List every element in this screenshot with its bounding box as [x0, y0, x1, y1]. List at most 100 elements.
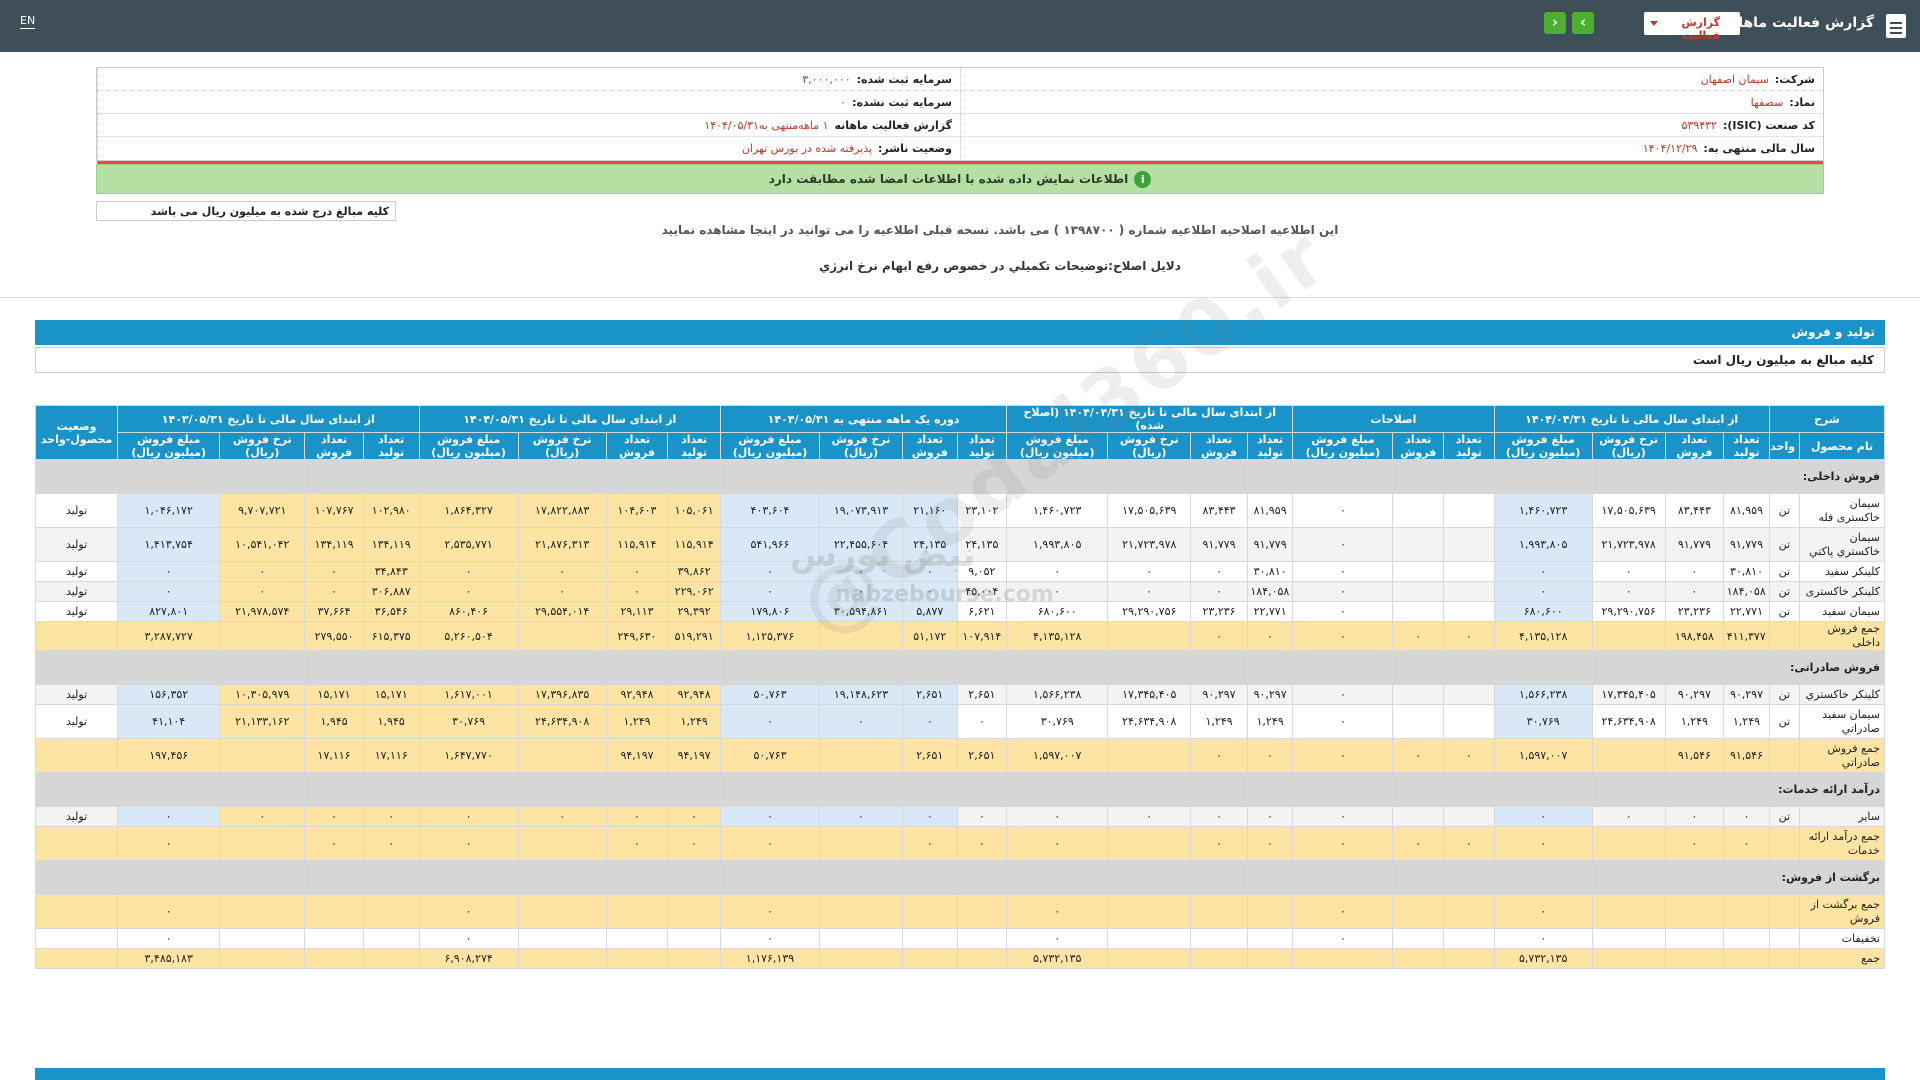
- value-cell: ۵,۲۶۰,۵۰۴: [418, 621, 519, 651]
- value-cell: ۰: [1292, 684, 1394, 705]
- value-cell: ۱۷,۵۰۵,۶۳۹: [1591, 493, 1666, 528]
- value-cell: [219, 948, 306, 969]
- value-cell: ۰: [117, 928, 221, 949]
- empty-cell: [1292, 860, 1394, 895]
- col-header: تعداد فروش: [901, 432, 958, 460]
- empty-cell: [605, 650, 669, 685]
- empty-cell: [901, 459, 958, 494]
- symbol-value[interactable]: سصفها: [1750, 95, 1784, 109]
- empty-cell: [1591, 459, 1666, 494]
- value-cell: ۴۱,۱۰۴: [117, 704, 221, 739]
- value-cell: ۰: [719, 561, 821, 582]
- value-cell: [819, 826, 903, 861]
- value-cell: ۱,۱۲۵,۳۷۶: [719, 621, 821, 651]
- value-cell: ۲۴۹,۶۳۰: [605, 621, 669, 651]
- value-cell: ۲۹,۵۵۴,۰۱۴: [517, 601, 607, 622]
- empty-cell: [1664, 860, 1725, 895]
- status-cell: تولید: [34, 704, 119, 739]
- status-cell: تولید: [34, 561, 119, 582]
- prev-arrow-icon[interactable]: ‹: [1544, 12, 1566, 34]
- category-row: فروش صادراتی:: [34, 650, 1886, 685]
- category-row: برگشت از فروش:: [34, 860, 1886, 895]
- value-cell: ۱,۲۴۹: [1664, 704, 1725, 739]
- category-label: درآمد ارائه خدمات:: [1768, 772, 1886, 807]
- value-cell: ۱,۸۶۴,۳۲۷: [418, 493, 519, 528]
- value-cell: ۵۰,۷۶۳: [719, 738, 821, 773]
- unit-cell: تن: [1768, 704, 1801, 739]
- value-cell: ۲۲۹,۰۶۲: [667, 581, 721, 602]
- col-header: مبلغ فروش (میلیون ریال): [719, 432, 821, 460]
- next-arrow-icon[interactable]: ›: [1572, 12, 1594, 34]
- empty-cell: [362, 459, 420, 494]
- value-cell: ۰: [117, 806, 221, 827]
- empty-cell: [517, 459, 607, 494]
- value-cell: ۲۲,۷۷۱: [1246, 601, 1294, 622]
- empty-cell: [1493, 459, 1593, 494]
- value-cell: [901, 948, 958, 969]
- empty-cell: [362, 860, 420, 895]
- product-name: جمع درآمد ارائه خدمات: [1799, 826, 1885, 861]
- value-cell: ۰: [219, 806, 306, 827]
- col-header: تعداد فروش: [605, 432, 669, 460]
- value-cell: [1107, 621, 1192, 651]
- empty-cell: [1443, 459, 1495, 494]
- col-header: تعداد تولید: [1723, 432, 1770, 460]
- value-cell: [1443, 894, 1495, 929]
- value-cell: ۰: [1664, 826, 1725, 861]
- empty-cell: [117, 772, 221, 807]
- value-cell: ۱۰۷,۷۶۷: [304, 493, 364, 528]
- value-cell: ۹۱,۷۷۹: [1246, 527, 1294, 562]
- value-cell: ۰: [1006, 561, 1109, 582]
- value-cell: ۱,۵۶۶,۲۳۸: [1006, 684, 1109, 705]
- value-cell: ۰: [1107, 806, 1192, 827]
- empty-cell: [34, 650, 119, 685]
- unit-cell: تن: [1768, 806, 1801, 827]
- table-row: سیمان سفید تن ۲۲,۷۷۱ ۲۳,۲۳۶ ۲۹,۲۹۰,۷۵۶ ۶۸۰,۶۰…: [34, 601, 1885, 622]
- language-toggle[interactable]: EN: [20, 14, 36, 29]
- empty-cell: [901, 772, 958, 807]
- status-cell: تولید: [34, 581, 119, 602]
- empty-cell: [1723, 459, 1770, 494]
- value-cell: ۰: [418, 561, 519, 582]
- value-cell: ۰: [1190, 581, 1248, 602]
- value-cell: ۶۸۰,۶۰۰: [1493, 601, 1593, 622]
- value-cell: ۲۲,۴۵۵,۶۰۴: [819, 527, 903, 562]
- empty-cell: [418, 459, 519, 494]
- value-cell: ۰: [517, 581, 607, 602]
- empty-cell: [362, 650, 420, 685]
- value-cell: [1443, 704, 1495, 739]
- empty-cell: [418, 772, 519, 807]
- value-cell: ۰: [1292, 826, 1394, 861]
- value-cell: ۰: [1292, 581, 1394, 602]
- empty-cell: [605, 459, 669, 494]
- report-type-label: گزارش فعالیت: [1681, 16, 1720, 42]
- empty-cell: [1006, 459, 1109, 494]
- value-cell: [1591, 621, 1666, 651]
- product-name: تخفیفات: [1799, 928, 1885, 949]
- empty-cell: [667, 772, 721, 807]
- table-row: سیمان خاکستری فله تن ۸۱,۹۵۹ ۸۳,۴۴۳ ۱۷,۵۰۵,۶۳…: [34, 493, 1885, 528]
- company-label: شرکت:: [1774, 72, 1815, 86]
- report-type-dropdown[interactable]: گزارش فعالیت: [1644, 12, 1740, 42]
- col-header: تعداد تولید: [1246, 432, 1294, 460]
- col-header: مبلغ فروش (میلیون ریال): [1292, 432, 1394, 460]
- value-cell: ۰: [901, 581, 958, 602]
- value-cell: ۲۴,۱۳۵: [956, 527, 1008, 562]
- value-cell: ۰: [605, 581, 669, 602]
- status-cell: تولید: [34, 684, 119, 705]
- value-cell: ۰: [719, 826, 821, 861]
- value-cell: [1190, 928, 1248, 949]
- empty-cell: [219, 772, 306, 807]
- col-header: مبلغ فروش (میلیون ریال): [418, 432, 519, 460]
- category-label: فروش داخلی:: [1768, 459, 1886, 494]
- col-header: تعداد فروش: [304, 432, 364, 460]
- value-cell: ۵۰,۷۶۳: [719, 684, 821, 705]
- value-cell: ۲۱,۸۷۶,۳۱۳: [517, 527, 607, 562]
- value-cell: [1664, 948, 1725, 969]
- value-cell: ۲۱,۷۲۳,۹۷۸: [1591, 527, 1666, 562]
- company-value[interactable]: سیمان اصفهان: [1700, 72, 1769, 86]
- value-cell: ۱,۱۷۶,۱۳۹: [719, 948, 821, 969]
- correction-notice-link[interactable]: این اطلاعیه اصلاحیه اطلاعیه شماره ( ۱۳۹۸…: [661, 223, 1339, 237]
- empty-cell: [1292, 650, 1394, 685]
- value-cell: ۰: [1292, 704, 1394, 739]
